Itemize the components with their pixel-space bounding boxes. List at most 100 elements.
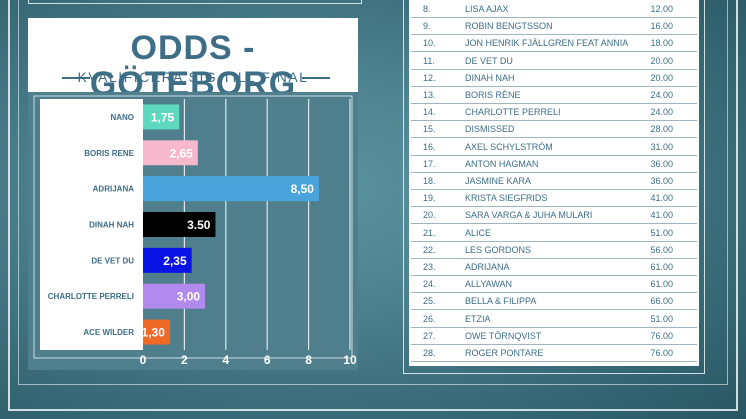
row-divider (411, 189, 697, 190)
name-cell: SARA VARGA & JUHA MULARI (465, 210, 593, 221)
x-tick-label: 6 (264, 353, 271, 367)
chart-frame (33, 95, 353, 359)
odds-table: 8. LISA AJAX 12.00 9. ROBIN BENGTSSON 16.00 10… (409, 0, 699, 366)
odds-cell: 41.00 (650, 210, 673, 221)
name-cell: ALICE (465, 227, 492, 238)
value-label: 8,50 (291, 182, 315, 196)
table-row: 19. KRISTA SIEGFRIDS 41.00 (409, 190, 699, 208)
x-tick-label: 8 (305, 353, 312, 367)
rank-cell: 11. (423, 55, 435, 66)
row-divider (411, 171, 697, 173)
rank-cell: 13. (423, 90, 436, 100)
rank-cell: 14. (423, 107, 436, 118)
row-divider (411, 68, 697, 70)
rank-cell: 26. (423, 313, 436, 324)
rank-cell: 25. (423, 296, 436, 307)
category-label: CHARLOTTE PERRELI (48, 292, 134, 301)
table-row: 16. AXEL SCHYLSTRÖM 31.00 (409, 139, 699, 156)
name-cell: ROBIN BENGTSSON (465, 21, 553, 32)
name-cell: DISMISSED (465, 124, 515, 135)
table-row: 10. JON HENRIK FJÄLLGREN FEAT ANNIA 18.00 (409, 35, 699, 53)
rank-cell: 12. (423, 72, 436, 83)
table-row: 26. ETZIA 51.00 (409, 311, 699, 328)
odds-cell: 12.00 (650, 4, 673, 14)
name-cell: DINAH NAH (465, 72, 515, 83)
name-cell: JASMINE KARA (465, 176, 532, 186)
row-divider (411, 275, 697, 276)
table-row: 27. OWE TÖRNQVIST 76.00 (409, 328, 699, 345)
bar-boris-rene (143, 140, 198, 166)
value-label: 1,30 (142, 326, 166, 340)
row-divider (411, 223, 697, 225)
category-label: NANO (110, 113, 134, 122)
right-panel-frame (403, 0, 705, 374)
category-label: ACE WILDER (83, 328, 134, 337)
odds-cell: 76.00 (650, 330, 673, 341)
table-row: 14. CHARLOTTE PERRELI 24.00 (409, 104, 699, 122)
odds-cell: 76.00 (650, 348, 673, 358)
row-divider (411, 17, 697, 18)
category-label: BORIS RENE (84, 149, 134, 158)
table-row: 23. ADRIJANA 61.00 (409, 259, 699, 276)
rank-cell: 8. (423, 4, 431, 14)
bar-charlotte-perreli (143, 283, 206, 309)
value-label: 3,00 (177, 290, 201, 304)
row-divider (411, 361, 697, 362)
value-label: 3.50 (187, 218, 211, 232)
bar-ace-wilder (143, 319, 170, 345)
name-cell: AXEL SCHYLSTRÖM (465, 141, 553, 152)
rank-cell: 23. (423, 262, 436, 272)
odds-cell: 20.00 (650, 72, 673, 83)
category-label: DINAH NAH (89, 221, 134, 230)
odds-cell: 20.00 (650, 55, 673, 66)
value-label: 2,35 (163, 254, 187, 268)
category-label: DE VET DU (91, 256, 134, 265)
rank-cell: 24. (423, 279, 436, 290)
row-divider (411, 326, 697, 328)
outer-frame (8, 0, 738, 411)
rank-cell: 16. (423, 141, 436, 152)
table-row: 24. ALLYAWAN 61.00 (409, 276, 699, 294)
row-divider (411, 34, 697, 36)
inner-frame (18, 0, 728, 385)
odds-chart-panel: ODDS - GÖTEBORG KVALIFICERA SIG TILL FIN… (28, 18, 358, 370)
name-cell: OWE TÖRNQVIST (465, 330, 542, 341)
rank-cell: 17. (423, 158, 436, 169)
table-row: 15. DISMISSED 28.00 (409, 121, 699, 139)
chart-subtitle: KVALIFICERA SIG TILL FINAL (77, 69, 309, 85)
odds-cell: 28.00 (650, 124, 673, 135)
odds-cell: 51.00 (650, 313, 673, 324)
odds-cell: 36.00 (650, 176, 673, 186)
odds-cell: 61.00 (650, 279, 673, 290)
odds-cell: 56.00 (650, 244, 673, 255)
odds-cell: 24.00 (650, 90, 673, 100)
category-label: ADRIJANA (93, 185, 135, 194)
row-divider (411, 51, 697, 53)
table-row: 18. JASMINE KARA 36.00 (409, 173, 699, 190)
odds-cell: 18.00 (650, 38, 673, 49)
value-label: 2,65 (169, 146, 193, 160)
name-cell: ETZIA (465, 313, 491, 324)
odds-cell: 24.00 (650, 107, 673, 118)
name-cell: BORIS RÈNE (465, 90, 521, 100)
table-row: 25. BELLA & FILIPPA 66.00 (409, 293, 699, 311)
rank-cell: 21. (423, 227, 436, 238)
name-cell: CHARLOTTE PERRELI (465, 107, 561, 118)
bar-dinah-nah (143, 212, 216, 237)
odds-cell: 61.00 (650, 262, 673, 272)
name-cell: LES GORDONS (465, 244, 532, 255)
top-left-box (28, 0, 362, 4)
rank-cell: 9. (423, 21, 431, 32)
rank-cell: 27. (423, 330, 436, 341)
bar-nano (143, 104, 180, 130)
rank-cell: 19. (423, 193, 436, 204)
name-cell: ALLYAWAN (465, 279, 513, 290)
x-tick-label: 10 (343, 353, 357, 367)
name-cell: DE VET DU (465, 55, 513, 66)
odds-cell: 66.00 (650, 296, 673, 307)
row-divider (411, 85, 697, 87)
subtitle-rule-right (302, 77, 330, 79)
name-cell: KRISTA SIEGFRIDS (465, 193, 548, 204)
odds-cell: 16.00 (650, 21, 673, 32)
row-divider (411, 292, 697, 294)
